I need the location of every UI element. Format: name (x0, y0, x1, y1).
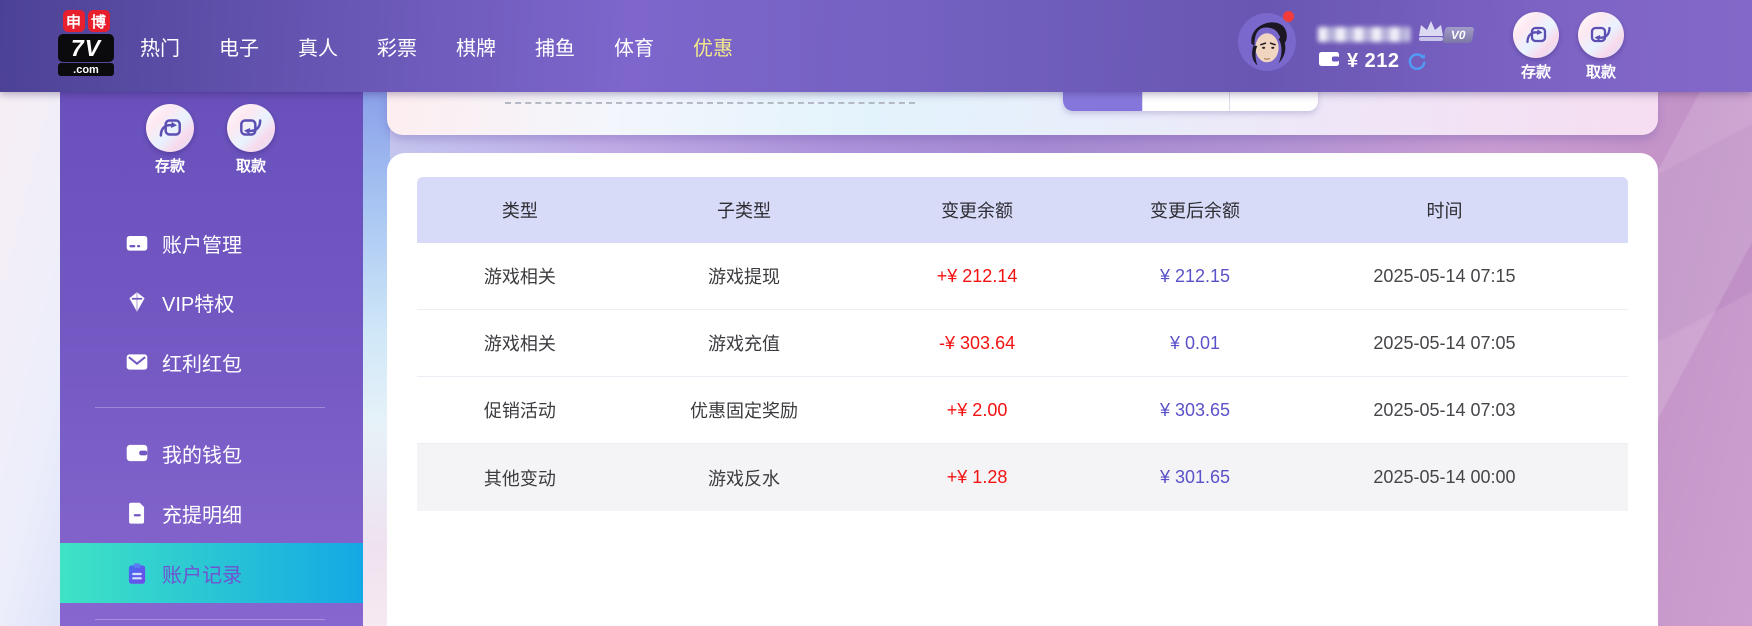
document-icon (124, 500, 150, 526)
column-header-subtype: 子类型 (716, 201, 771, 221)
table-header-row: 类型 子类型 变更余额 变更后余额 时间 (417, 177, 1628, 243)
nav-item-hot[interactable]: 热门 (140, 37, 180, 60)
logo-sub-text: .com (58, 63, 114, 76)
vip-crown-icon (1414, 18, 1448, 50)
column-header-change: 变更余额 (941, 201, 1014, 221)
top-header: 申 博 7V .com 热门 电子 真人 彩票 棋牌 捕鱼 体育 优惠 (0, 0, 1752, 92)
table-row: 游戏相关 游戏充值 -¥ 303.64 ¥ 0.01 2025-05-14 07… (417, 310, 1628, 377)
withdraw-label: 取款 (235, 158, 266, 175)
balance-amount: ¥ 212 (1347, 50, 1400, 72)
sidebar-item-vip-privileges[interactable]: VIP特权 (60, 282, 363, 322)
clipboard-icon (124, 560, 150, 586)
nav-item-slots[interactable]: 电子 (219, 37, 259, 60)
sidebar-item-account-management[interactable]: 账户管理 (60, 223, 363, 263)
header-deposit-button[interactable]: 存款 (1512, 12, 1560, 82)
nav-item-lottery[interactable]: 彩票 (377, 37, 417, 60)
cell-after-balance: ¥ 0.01 (1170, 332, 1221, 353)
table-row: 游戏相关 游戏提现 +¥ 212.14 ¥ 212.15 2025-05-14 … (417, 243, 1628, 310)
withdraw-icon (227, 104, 275, 152)
column-header-after: 变更后余额 (1150, 201, 1241, 221)
sidebar-item-account-records[interactable]: 账户记录 (60, 543, 363, 603)
deposit-icon (1513, 12, 1559, 58)
vip-level-badge: V0 (1442, 27, 1475, 43)
cell-type: 其他变动 (483, 468, 556, 489)
table-row: 其他变动 游戏反水 +¥ 1.28 ¥ 301.65 2025-05-14 00… (417, 444, 1628, 511)
cell-type: 游戏相关 (483, 267, 556, 287)
wallet-row: ¥ 212 (1318, 50, 1427, 73)
sidebar-item-bonus-redpacket[interactable]: 红利红包 (60, 342, 363, 382)
header-withdraw-button[interactable]: 取款 (1577, 12, 1625, 82)
main-nav: 热门 电子 真人 彩票 棋牌 捕鱼 体育 优惠 (140, 0, 733, 92)
withdraw-icon (1578, 12, 1624, 58)
cell-subtype: 游戏反水 (707, 468, 780, 489)
table-row: 促销活动 优惠固定奖励 +¥ 2.00 ¥ 303.65 2025-05-14 … (417, 377, 1628, 444)
refresh-balance-icon[interactable] (1407, 52, 1427, 72)
avatar[interactable] (1238, 11, 1296, 71)
cell-time: 2025-05-14 07:15 (1373, 265, 1516, 286)
cell-type: 游戏相关 (483, 334, 556, 354)
sidebar-withdraw-button[interactable]: 取款 (227, 104, 275, 176)
cell-change-amount: +¥ 2.00 (946, 399, 1008, 420)
nav-item-sports[interactable]: 体育 (614, 37, 654, 60)
cell-time: 2025-05-14 00:00 (1373, 467, 1516, 487)
bank-card-icon (124, 230, 150, 256)
records-table: 类型 子类型 变更余额 变更后余额 时间 游戏相关 游戏提现 +¥ 212.14… (417, 177, 1628, 511)
cell-time: 2025-05-14 07:05 (1373, 332, 1516, 353)
username-blurred (1318, 27, 1410, 42)
sidebar: 存款 取款 账户管理 VIP特权 (60, 92, 363, 626)
deposit-label: 存款 (154, 158, 185, 175)
dotted-separator (505, 102, 915, 104)
sidebar-divider (95, 407, 325, 408)
sidebar-item-my-wallet[interactable]: 我的钱包 (60, 433, 363, 473)
sidebar-deposit-button[interactable]: 存款 (146, 104, 194, 176)
cell-after-balance: ¥ 301.65 (1160, 467, 1231, 487)
sidebar-item-deposit-withdraw-details[interactable]: 充提明细 (60, 493, 363, 533)
cell-after-balance: ¥ 212.15 (1160, 265, 1231, 286)
deposit-label: 存款 (1520, 64, 1551, 81)
wallet-icon (1318, 50, 1340, 73)
notification-dot (1283, 11, 1294, 22)
envelope-icon (124, 349, 150, 375)
avatar-image (1238, 13, 1296, 71)
background-gradient-strip (360, 92, 390, 626)
gem-icon (124, 289, 150, 315)
records-card: 类型 子类型 变更余额 变更后余额 时间 游戏相关 游戏提现 +¥ 212.14… (387, 153, 1658, 626)
cell-after-balance: ¥ 303.65 (1160, 399, 1231, 420)
cell-change-amount: +¥ 212.14 (936, 265, 1018, 286)
nav-item-live[interactable]: 真人 (298, 37, 338, 60)
filter-card (387, 74, 1658, 135)
nav-item-promotions[interactable]: 优惠 (693, 37, 733, 60)
logo-badges: 申 博 (58, 10, 114, 32)
cell-subtype: 游戏充值 (707, 334, 780, 354)
column-header-type: 类型 (501, 201, 538, 221)
cell-change-amount: -¥ 303.64 (939, 332, 1016, 353)
cell-change-amount: +¥ 1.28 (946, 467, 1008, 487)
site-logo[interactable]: 申 博 7V .com (58, 10, 114, 76)
logo-badge-1: 申 (62, 10, 85, 32)
column-header-time: 时间 (1426, 201, 1463, 221)
logo-badge-2: 博 (87, 10, 110, 32)
sidebar-divider (95, 619, 325, 620)
nav-item-fishing[interactable]: 捕鱼 (535, 37, 575, 60)
wallet-icon (124, 440, 150, 466)
deposit-icon (146, 104, 194, 152)
cell-time: 2025-05-14 07:03 (1373, 399, 1516, 420)
cell-subtype: 优惠固定奖励 (689, 401, 798, 421)
nav-item-cards[interactable]: 棋牌 (456, 37, 496, 60)
withdraw-label: 取款 (1585, 64, 1616, 81)
logo-main-text: 7V (58, 34, 114, 62)
cell-subtype: 游戏提现 (707, 267, 780, 287)
cell-type: 促销活动 (483, 401, 556, 421)
